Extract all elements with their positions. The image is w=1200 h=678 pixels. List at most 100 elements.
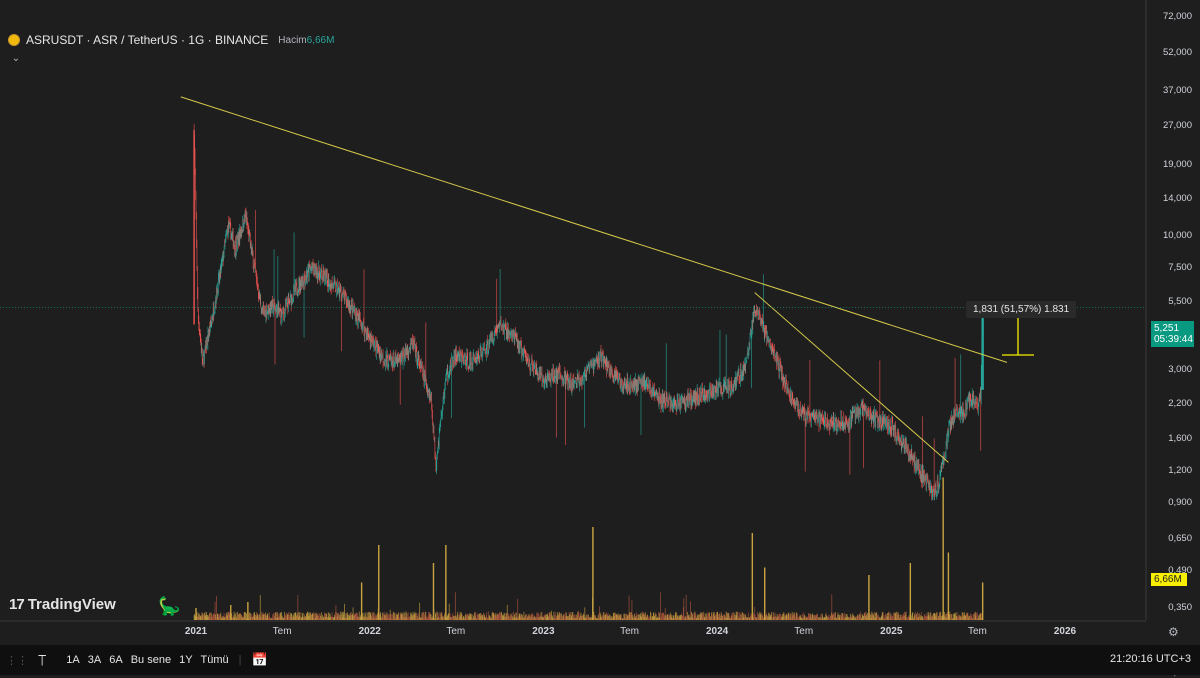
volume-bar <box>479 616 481 620</box>
volume-bar <box>563 614 565 620</box>
range-3a[interactable]: 3A <box>87 654 102 666</box>
volume-bar <box>332 616 333 620</box>
volume-bar <box>365 613 366 620</box>
volume-bar <box>335 605 337 620</box>
volume-bar <box>960 616 962 620</box>
volume-bar <box>454 592 456 620</box>
volume-bar <box>580 612 582 620</box>
volume-bar <box>804 617 806 620</box>
volume-bar <box>774 615 776 620</box>
volume-bar <box>731 612 733 620</box>
volume-bar <box>661 616 663 620</box>
volume-bar <box>744 614 746 620</box>
volume-bar <box>718 617 720 620</box>
volume-bar <box>889 612 891 620</box>
volume-bar <box>973 614 975 620</box>
volume-bar <box>446 616 448 620</box>
calendar-icon[interactable]: 📅 <box>251 652 268 667</box>
volume-bar <box>231 617 233 620</box>
volume-bar <box>385 614 387 620</box>
volume-bar <box>423 618 424 620</box>
volume-bar <box>524 615 526 620</box>
volume-bar <box>919 615 921 620</box>
volume-bar <box>193 615 195 620</box>
volume-bar <box>589 617 590 620</box>
volume-bar <box>863 615 865 620</box>
trendline[interactable] <box>180 96 1008 363</box>
volume-bar <box>851 614 853 620</box>
volume-bar <box>615 613 617 620</box>
volume-bar <box>614 612 616 620</box>
volume-bar <box>344 603 345 620</box>
volume-bar <box>241 618 243 620</box>
volume-bar <box>280 615 282 620</box>
volume-bar <box>298 612 300 620</box>
drag-handle-icon[interactable]: ⋮⋮ <box>6 654 28 667</box>
range-tumu[interactable]: Tümü <box>200 654 229 666</box>
volume-bar <box>824 617 826 620</box>
volume-bar <box>668 614 669 620</box>
volume-bar <box>312 613 313 620</box>
dino-icon[interactable]: 🦕 <box>158 596 181 616</box>
range-1y[interactable]: 1Y <box>179 654 193 666</box>
volume-bar <box>318 614 320 620</box>
range-1a[interactable]: 1A <box>66 654 80 666</box>
volume-bar <box>484 616 486 620</box>
volume-bar <box>438 614 440 620</box>
range-bu-sene[interactable]: Bu sene <box>130 654 172 666</box>
volume-bar <box>639 617 640 620</box>
volume-bar <box>687 611 689 620</box>
date-range-icon[interactable]: ⟙ <box>38 651 47 668</box>
volume-bar <box>391 617 392 620</box>
range-6a[interactable]: 6A <box>109 654 123 666</box>
volume-bar <box>214 614 215 620</box>
symbol-header[interactable]: ASRUSDT · ASR / TetherUS · 1G · BINANCE … <box>8 33 334 47</box>
volume-bar <box>937 612 938 620</box>
volume-bar <box>453 616 454 620</box>
volume-bar <box>500 612 501 620</box>
price-tick-label: 27,000 <box>1162 119 1192 131</box>
volume-bar <box>803 614 805 620</box>
volume-bar <box>708 613 709 620</box>
volume-bar <box>508 617 510 620</box>
volume-bar <box>799 616 801 620</box>
volume-bar <box>732 612 734 620</box>
volume-bar <box>724 616 726 620</box>
volume-bar <box>779 613 781 620</box>
time-tick-label: Tem <box>620 626 639 637</box>
trendline[interactable] <box>754 292 949 463</box>
volume-bar <box>545 617 547 620</box>
volume-bar <box>364 618 365 620</box>
volume-bar <box>573 615 575 620</box>
volume-bar <box>641 612 643 620</box>
volume-bar <box>960 617 962 620</box>
volume-bar <box>930 613 932 620</box>
volume-bar <box>829 615 831 620</box>
volume-bar <box>821 613 823 620</box>
volume-bar <box>334 616 336 620</box>
volume-bar <box>300 611 302 620</box>
volume-bar <box>562 614 564 620</box>
volume-bar <box>721 615 723 620</box>
volume-bar <box>623 613 625 620</box>
volume-bar <box>755 616 757 620</box>
volume-bar <box>594 614 596 620</box>
chevron-down-icon[interactable]: ⌄ <box>11 53 21 64</box>
gear-icon[interactable]: ⚙ <box>1168 625 1179 639</box>
price-tick-label: 0,490 <box>1168 564 1192 576</box>
volume-bar <box>712 613 714 620</box>
volume-bar <box>399 618 401 620</box>
volume-bar <box>637 614 639 620</box>
volume-bar <box>464 614 466 620</box>
volume-bar <box>856 616 858 620</box>
logo-text: TradingView <box>27 596 116 613</box>
volume-bar <box>240 613 242 620</box>
volume-bar <box>551 616 553 620</box>
volume-bar <box>777 616 779 620</box>
tradingview-logo[interactable]: 17 TradingView <box>9 596 116 613</box>
volume-bar <box>908 615 910 620</box>
volume-bar <box>203 616 205 620</box>
volume-bar <box>290 613 292 620</box>
volume-bar <box>752 617 754 620</box>
